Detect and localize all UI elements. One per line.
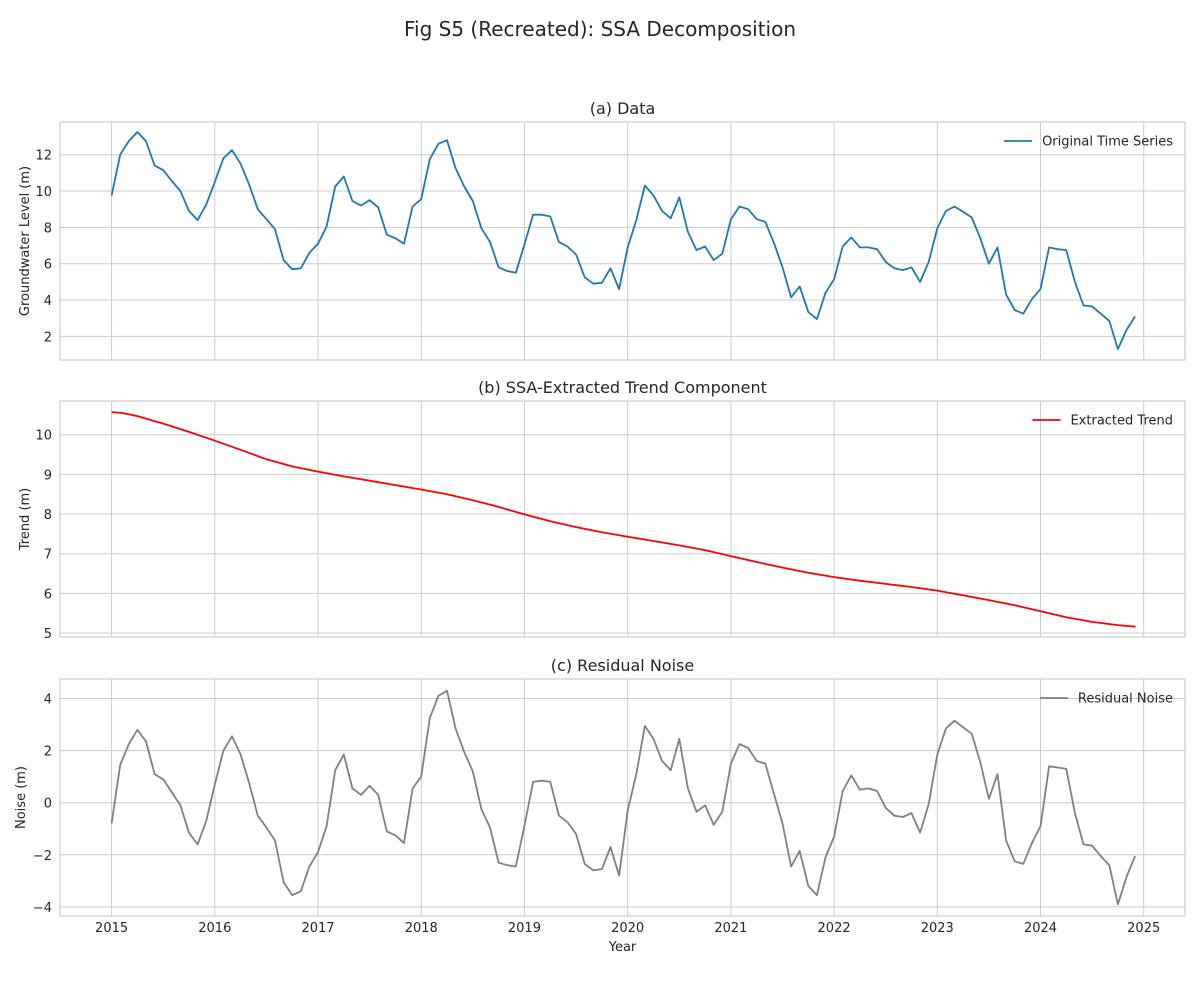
panel-title: (b) SSA-Extracted Trend Component xyxy=(478,378,767,397)
y-tick-label: 6 xyxy=(44,258,52,273)
x-tick-label: 2020 xyxy=(611,921,644,936)
x-tick-label: 2018 xyxy=(405,921,438,936)
y-axis-label: Noise (m) xyxy=(14,766,29,829)
panel-3: −4 −2 0 2 4 2015 2016 2017 2018 2019 2020 2021 2022 2… xyxy=(14,656,1186,955)
plot-frame xyxy=(59,400,1186,638)
y-tick-label: 0 xyxy=(44,797,52,812)
y-tick-label: 9 xyxy=(44,468,52,483)
y-tick-label: 2 xyxy=(44,745,52,760)
y-tick-label: 4 xyxy=(44,294,52,309)
panel-2: 5 6 7 8 9 10 (b) SSA-Extracted Trend Component… xyxy=(18,378,1186,642)
series-line-1 xyxy=(111,411,1136,628)
plot-frame xyxy=(59,121,1186,361)
y-tick-label: 10 xyxy=(35,185,52,200)
gridlines xyxy=(60,679,1185,916)
legend: Residual Noise xyxy=(1039,692,1173,707)
series-line-1 xyxy=(110,689,1136,906)
series-line-1 xyxy=(110,131,1136,350)
plot-frame xyxy=(59,678,1186,917)
panels-container: 2 4 6 8 10 12 (a) Data Groundwater Level (m) Ori… xyxy=(14,99,1186,955)
x-tick-label: 2021 xyxy=(714,921,747,936)
x-tick-label: 2023 xyxy=(921,921,954,936)
y-tick-label: 12 xyxy=(35,149,52,164)
x-tick-label: 2022 xyxy=(818,921,851,936)
y-tick-label: 10 xyxy=(35,429,52,444)
y-axis-label: Groundwater Level (m) xyxy=(18,166,33,316)
y-tick-label: 4 xyxy=(44,693,52,708)
legend-label: Original Time Series xyxy=(1042,135,1173,150)
panel-1: 2 4 6 8 10 12 (a) Data Groundwater Level (m) Ori… xyxy=(18,99,1186,361)
y-axis-label: Trend (m) xyxy=(18,488,33,552)
x-tick-label: 2015 xyxy=(95,921,128,936)
gridlines xyxy=(60,401,1185,637)
y-tick-label: −4 xyxy=(33,901,52,916)
x-tick-label: 2017 xyxy=(301,921,334,936)
x-tick-label: 2016 xyxy=(198,921,231,936)
legend-label: Residual Noise xyxy=(1078,692,1173,707)
y-tick-label: 5 xyxy=(44,627,52,642)
y-tick-label: 6 xyxy=(44,587,52,602)
gridlines xyxy=(60,122,1185,360)
y-tick-label: 7 xyxy=(44,548,52,563)
x-tick-label: 2024 xyxy=(1024,921,1057,936)
panel-title: (a) Data xyxy=(590,99,656,118)
panel-title: (c) Residual Noise xyxy=(551,656,694,675)
y-tick-label: 8 xyxy=(44,508,52,523)
y-tick-label: 8 xyxy=(44,221,52,236)
figure-title: Fig S5 (Recreated): SSA Decomposition xyxy=(404,17,796,41)
x-tick-label: 2025 xyxy=(1127,921,1160,936)
x-axis-label: Year xyxy=(608,940,637,955)
legend-label: Extracted Trend xyxy=(1070,414,1173,429)
y-tick-label: −2 xyxy=(33,849,52,864)
y-tick-label: 2 xyxy=(44,330,52,345)
legend: Original Time Series xyxy=(1004,135,1173,150)
legend: Extracted Trend xyxy=(1032,414,1173,429)
x-tick-label: 2019 xyxy=(508,921,541,936)
